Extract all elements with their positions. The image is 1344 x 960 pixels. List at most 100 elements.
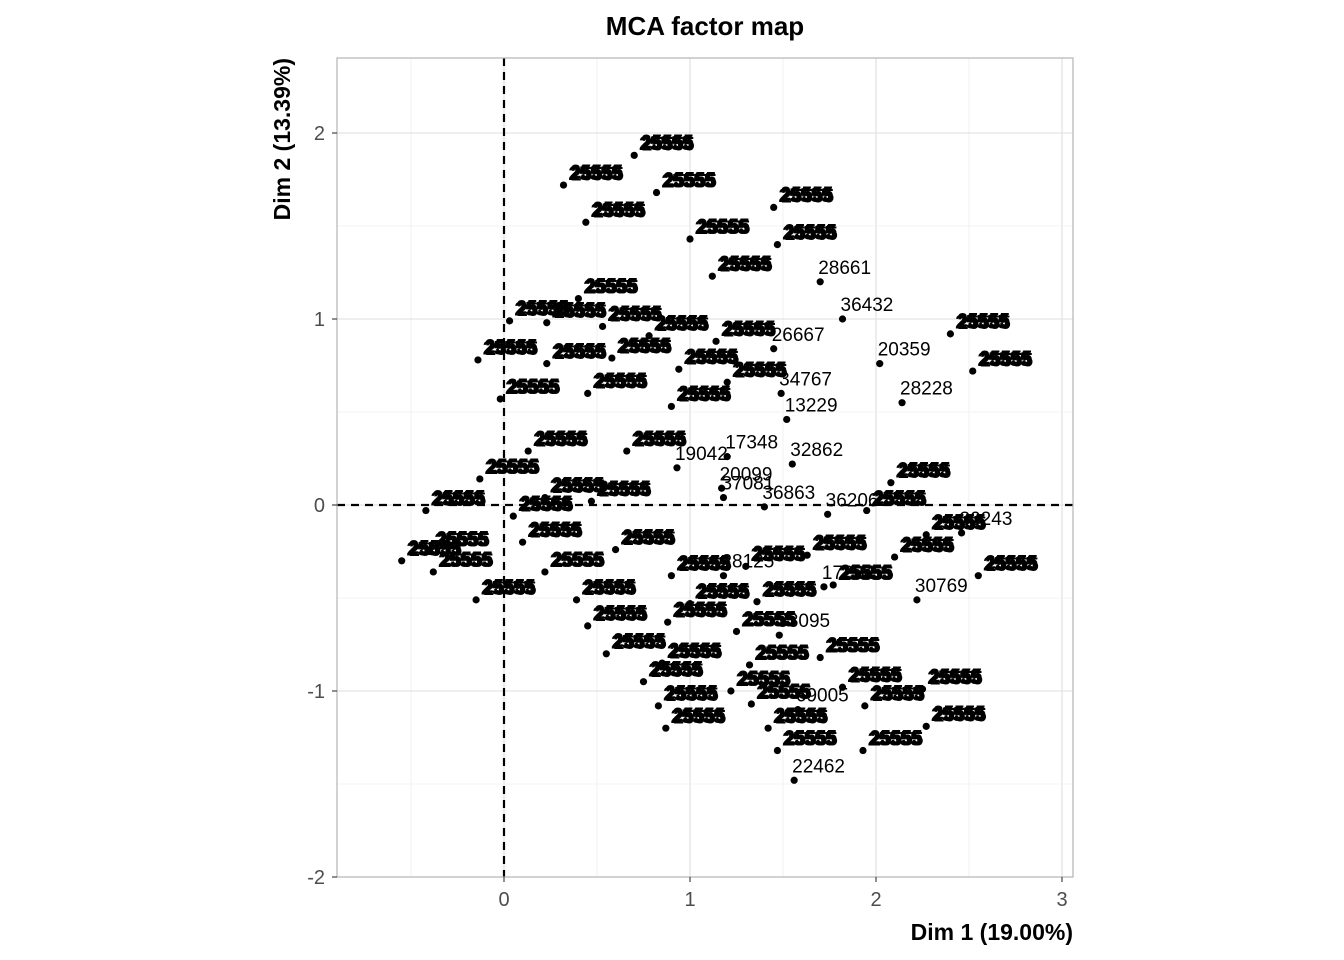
cluster-label-overlap: 25555 [815, 534, 868, 555]
labels-layer: 2555525555255552555525555255552555525555… [407, 132, 1040, 777]
cluster-label-overlap: 25555 [717, 255, 770, 276]
cluster-label-overlap: 25555 [675, 601, 728, 622]
cluster-label: 25555 [655, 314, 708, 335]
cluster-point [559, 181, 568, 189]
cluster-label-overlap: 25555 [868, 729, 921, 750]
point-label: 26667 [772, 325, 825, 346]
cluster-label-overlap: 25555 [609, 303, 662, 324]
cluster-label-overlap: 25555 [485, 337, 538, 358]
cluster-label-overlap: 25555 [784, 727, 837, 748]
cluster-label-overlap: 25555 [508, 378, 561, 399]
cluster-point [398, 557, 406, 565]
cluster-label-overlap: 25555 [847, 666, 900, 687]
cluster-label: 25555 [929, 667, 982, 688]
cluster-point [474, 356, 482, 364]
cluster-label: 25555 [685, 347, 738, 368]
cluster-label-overlap: 25555 [613, 631, 666, 652]
point-marker [777, 389, 785, 397]
cluster-point [838, 683, 847, 691]
point-label: 28228 [900, 379, 953, 400]
cluster-point [664, 618, 672, 626]
cluster-label-overlap: 25555 [827, 634, 880, 655]
cluster-label: 25555 [780, 185, 833, 206]
cluster-label: 25555 [672, 706, 725, 727]
cluster-label-overlap: 25555 [980, 348, 1033, 369]
cluster-label-overlap: 25555 [671, 707, 724, 728]
point-label: 30769 [915, 576, 968, 597]
cluster-label-overlap: 25555 [485, 458, 538, 479]
cluster-label-overlap: 25555 [719, 253, 772, 274]
cluster-label-overlap: 25555 [838, 564, 891, 585]
cluster-point [829, 581, 837, 589]
cluster-label: 25555 [640, 133, 693, 154]
point-marker [775, 631, 783, 639]
cluster-label: 25555 [534, 429, 587, 450]
cluster-point [712, 337, 720, 345]
cluster-label-overlap: 25555 [698, 583, 751, 604]
cluster-label-overlap: 25555 [665, 683, 718, 704]
cluster-label: 25555 [594, 604, 647, 625]
cluster-label-overlap: 25555 [779, 186, 832, 207]
cluster-label-overlap: 25555 [872, 683, 925, 704]
cluster-label: 25555 [482, 578, 535, 599]
cluster-label: 25555 [668, 641, 721, 662]
cluster-label-overlap: 25555 [840, 562, 893, 583]
point-label: 32862 [790, 440, 843, 461]
cluster-label-overlap: 25555 [734, 359, 787, 380]
point-label: 33095 [777, 611, 830, 632]
cluster-label: 25555 [733, 360, 786, 381]
cluster-label-overlap: 25555 [667, 642, 720, 663]
cluster-label-overlap: 25555 [899, 536, 952, 557]
cluster-label-overlap: 25555 [773, 707, 826, 728]
point-label: 20099 [720, 464, 773, 485]
cluster-label-overlap: 25555 [723, 318, 776, 339]
y-axis-title: Dim 2 (13.39%) [269, 58, 295, 220]
cluster-label-overlap: 25555 [554, 340, 607, 361]
cluster-label-overlap: 25555 [849, 664, 902, 685]
cluster-label-overlap: 25555 [595, 605, 648, 626]
cluster-label-overlap: 25555 [896, 461, 949, 482]
cluster-label-overlap: 25555 [595, 603, 648, 624]
cluster-label-overlap: 25555 [552, 342, 605, 363]
y-tick-label: 1 [314, 309, 325, 331]
cluster-label-overlap: 25555 [732, 361, 785, 382]
cluster-label-overlap: 25555 [552, 302, 605, 323]
cluster-label-overlap: 25555 [623, 529, 676, 550]
cluster-label: 25555 [618, 336, 671, 357]
cluster-point [667, 572, 676, 580]
cluster-label-overlap: 25555 [642, 135, 695, 156]
cluster-label-overlap: 25555 [583, 577, 636, 598]
point-marker [723, 453, 731, 461]
cluster-point [505, 317, 514, 325]
point-label: 28661 [818, 258, 871, 279]
cluster-label-overlap: 25555 [672, 601, 725, 622]
point-marker [838, 315, 847, 323]
cluster-label-overlap: 25555 [434, 530, 487, 551]
cluster-label-overlap: 25555 [585, 275, 638, 296]
cluster-point [675, 365, 683, 373]
cluster-label: 25555 [901, 535, 954, 556]
cluster-point [918, 685, 927, 693]
cluster-label-overlap: 25555 [483, 339, 536, 360]
cluster-point [969, 367, 977, 375]
cluster-point [887, 479, 895, 487]
cluster-label: 25555 [432, 489, 485, 510]
cluster-label-overlap: 25555 [785, 730, 838, 751]
cluster-label: 25555 [756, 643, 809, 664]
cluster-label-overlap: 25555 [762, 581, 815, 602]
cluster-label-overlap: 25555 [641, 132, 694, 153]
cluster-label: 25555 [722, 319, 775, 340]
cluster-label-overlap: 25555 [985, 552, 1038, 573]
ticks-layer: 0 1 2 3 -2 -1 0 1 2 [307, 123, 1067, 911]
cluster-point [541, 493, 549, 502]
cluster-label-overlap: 25555 [901, 534, 954, 555]
cluster-label: 25555 [486, 457, 539, 478]
cluster-label-overlap: 25555 [552, 549, 605, 570]
cluster-label-overlap: 25555 [657, 315, 710, 336]
point-label: 19042 [675, 444, 728, 465]
cluster-label-overlap: 25555 [610, 306, 663, 327]
cluster-label-overlap: 25555 [986, 555, 1039, 576]
cluster-label: 25555 [583, 578, 636, 599]
cluster-label-overlap: 25555 [487, 456, 540, 477]
cluster-point [742, 562, 750, 570]
